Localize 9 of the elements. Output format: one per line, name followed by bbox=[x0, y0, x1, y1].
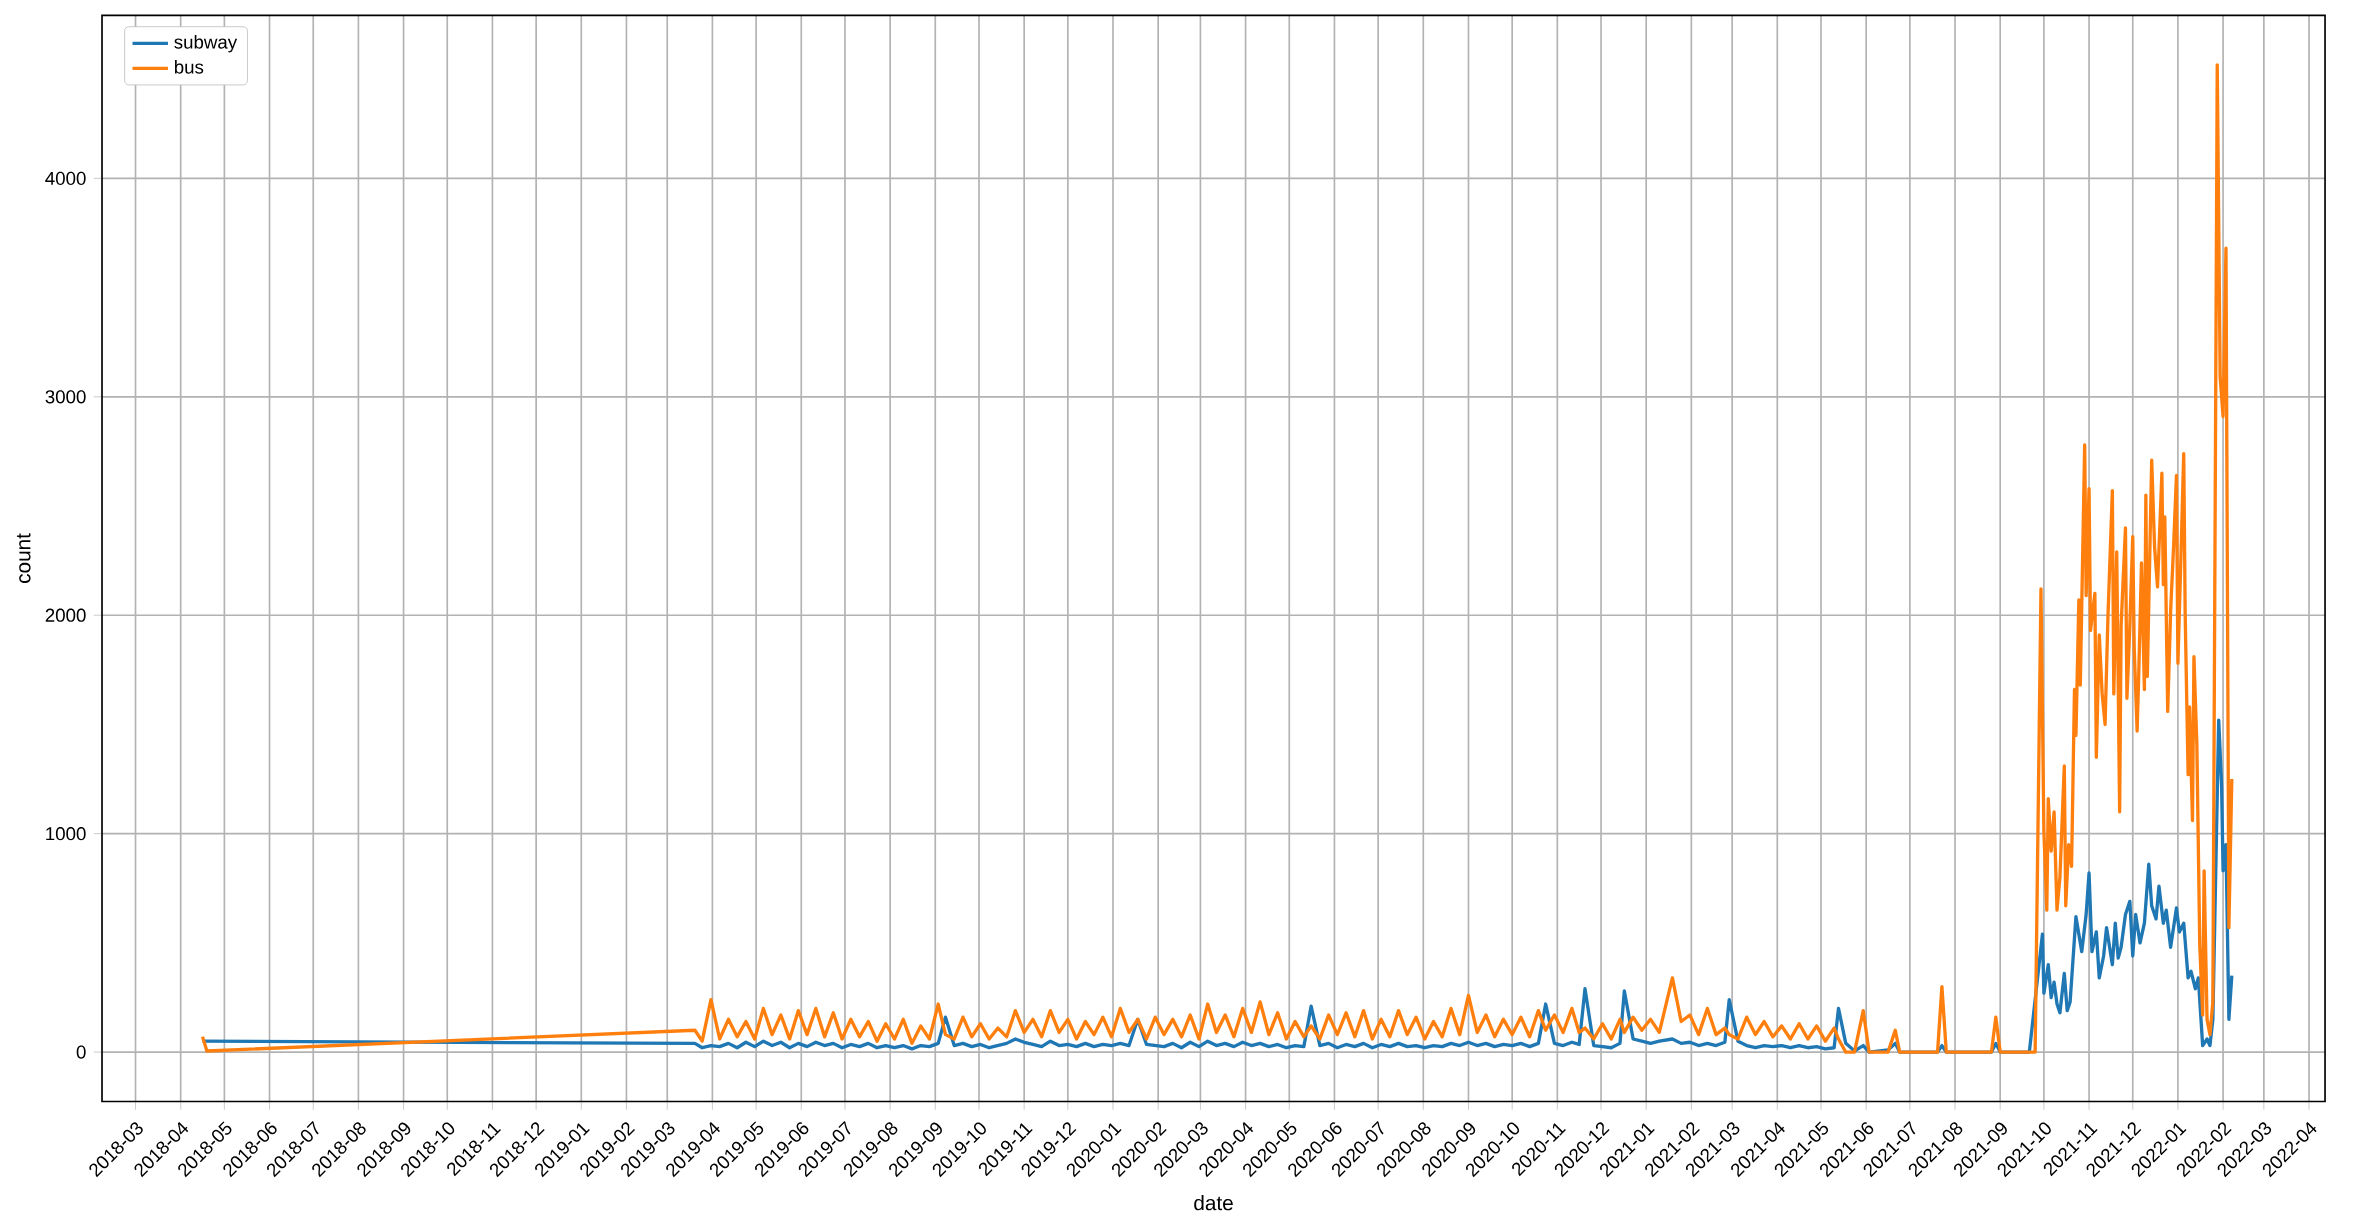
x-axis-title: date bbox=[1194, 1195, 1233, 1211]
legend-label: bus bbox=[174, 59, 204, 74]
y-tick-label: 3000 bbox=[45, 390, 86, 404]
y-tick-label: 4000 bbox=[45, 171, 86, 186]
y-tick-label: 0 bbox=[76, 1045, 86, 1059]
y-axis-title: count bbox=[16, 533, 31, 583]
y-tick-label: 1000 bbox=[46, 827, 86, 841]
y-tick-label: 2000 bbox=[45, 608, 86, 622]
legend-label: subway bbox=[174, 35, 238, 53]
